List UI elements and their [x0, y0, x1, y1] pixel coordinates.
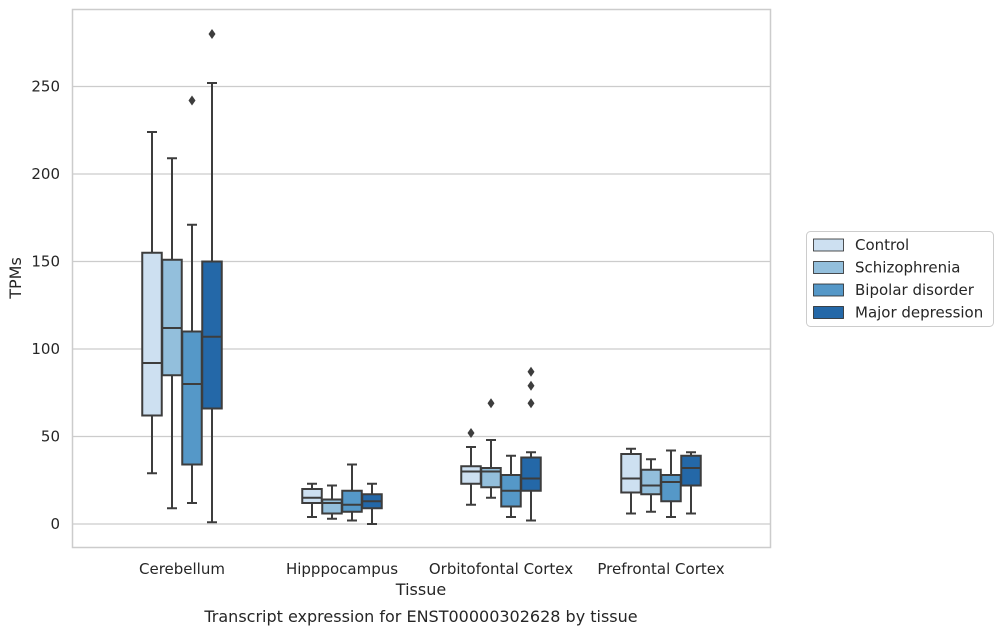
series-bipolar-disorder: [181, 95, 682, 522]
outlier-point: [527, 398, 535, 409]
outlier-point: [467, 428, 475, 438]
box-iqr: [321, 498, 343, 515]
legend-swatch: [813, 306, 844, 319]
series-major-depression: [201, 29, 702, 525]
box-mark: [480, 398, 502, 499]
box-mark: [181, 95, 203, 504]
box-mark: [640, 458, 662, 513]
box-mark: [520, 366, 542, 522]
box-mark: [500, 454, 522, 518]
box-mark: [301, 482, 323, 518]
series-schizophrenia: [161, 157, 662, 520]
legend-label: Bipolar disorder: [855, 281, 975, 299]
legend-swatch: [813, 238, 844, 252]
x-axis-label: Tissue: [395, 580, 446, 599]
box-series: [141, 29, 702, 525]
x-tick-label: Cerebellum: [139, 560, 225, 578]
plot-frame: [71, 8, 772, 549]
y-tick-label: 200: [31, 165, 60, 183]
box-mark: [680, 451, 702, 515]
box-mark: [361, 482, 383, 525]
outlier-point: [487, 398, 495, 409]
y-axis-label: TPMs: [6, 257, 25, 300]
box-iqr: [161, 258, 183, 377]
box-mark: [460, 428, 482, 506]
box-mark: [161, 157, 183, 510]
box-mark: [620, 447, 642, 515]
box-iqr: [201, 260, 223, 410]
outlier-point: [188, 95, 196, 106]
x-tick-label: Prefrontal Cortex: [597, 560, 724, 578]
box-iqr: [181, 330, 203, 466]
box-mark: [141, 131, 163, 475]
x-tick-label: Orbitofontal Cortex: [429, 560, 573, 578]
y-tick-label: 150: [31, 253, 60, 271]
box-iqr: [640, 468, 662, 496]
box-iqr: [620, 453, 642, 494]
y-tick-label: 0: [50, 515, 60, 533]
chart-caption: Transcript expression for ENST0000030262…: [203, 607, 637, 626]
box-iqr: [460, 465, 482, 485]
outlier-point: [208, 29, 216, 39]
box-mark: [321, 484, 343, 520]
box-mark: [660, 449, 682, 518]
box-iqr: [680, 454, 702, 487]
x-tick-labels: Cerebellum Hipppocampus Orbitofontal Corte…: [139, 560, 725, 578]
y-tick-labels: 0 50 100 150 200 250: [31, 78, 60, 534]
x-tick-label: Hipppocampus: [286, 560, 398, 578]
legend-swatch: [813, 261, 844, 274]
box-iqr: [141, 251, 163, 417]
legend-label: Major depression: [855, 304, 983, 322]
box-iqr: [520, 456, 542, 492]
box-iqr: [341, 489, 363, 513]
legend-label: Control: [855, 236, 909, 254]
y-tick-label: 250: [31, 78, 60, 96]
legend-label: Schizophrenia: [855, 259, 960, 277]
outlier-point: [527, 366, 535, 377]
legend-frame: [806, 231, 994, 327]
outlier-point: [527, 380, 535, 391]
y-tick-label: 100: [31, 340, 60, 358]
y-tick-label: 50: [41, 428, 60, 446]
box-iqr: [301, 488, 323, 504]
box-iqr: [660, 474, 682, 503]
box-mark: [201, 29, 223, 524]
legend-swatch: [813, 283, 844, 297]
legend: Control Schizophrenia Bipolar disorder Majo…: [806, 231, 994, 327]
box-mark: [341, 463, 363, 522]
